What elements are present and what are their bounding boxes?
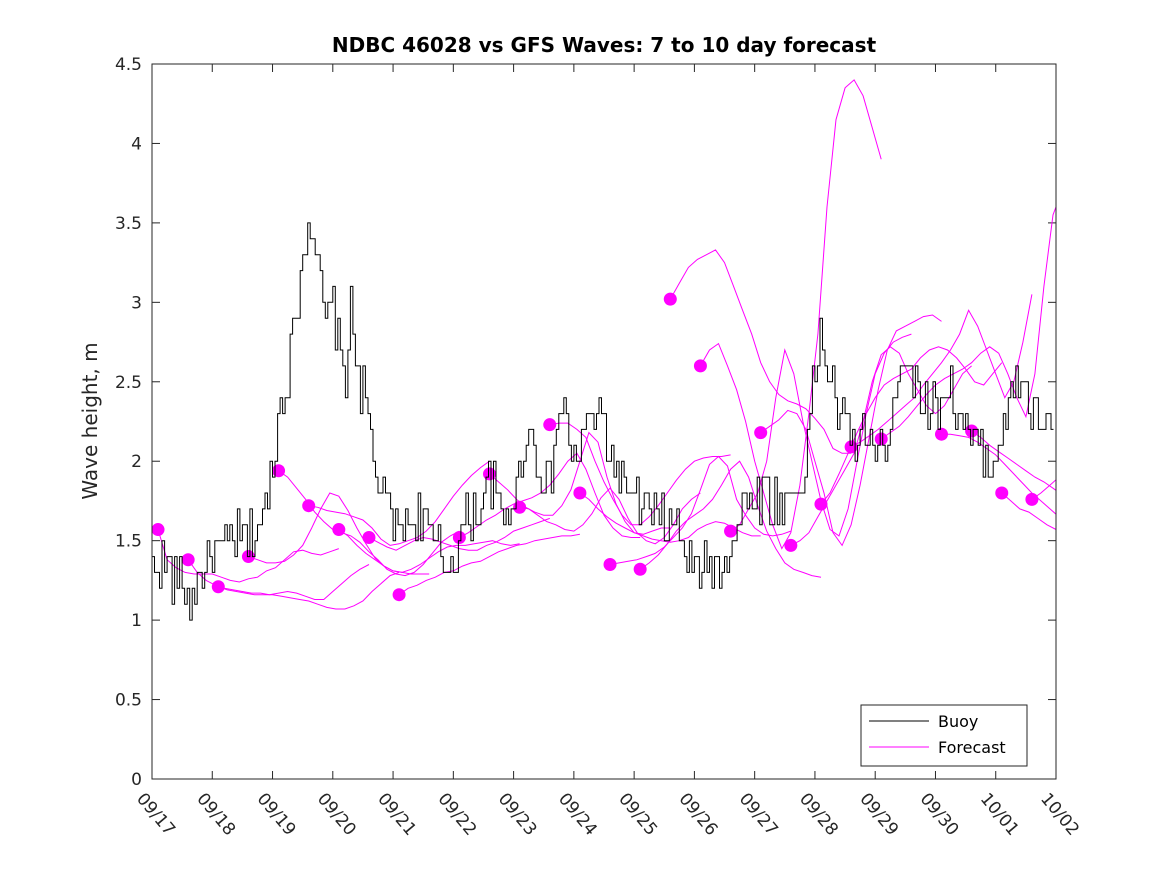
forecast-line	[1031, 479, 1056, 500]
forecast-line	[549, 422, 731, 526]
forecast-start-dot	[965, 424, 979, 438]
chart-title: NDBC 46028 vs GFS Waves: 7 to 10 day for…	[332, 33, 877, 57]
forecast-start-dot	[874, 432, 888, 446]
x-tick-label: 09/29	[855, 789, 902, 839]
y-tick-label: 1	[131, 611, 142, 631]
x-tick-label: 09/26	[675, 789, 722, 839]
x-tick-label: 09/28	[795, 789, 842, 839]
forecast-start-dot	[573, 486, 587, 500]
forecast-start-dot	[152, 523, 165, 537]
forecast-line	[278, 470, 460, 577]
forecast-start-dot	[844, 440, 858, 454]
forecast-start-dot	[663, 292, 677, 306]
forecast-line	[338, 529, 520, 573]
forecast-line	[398, 533, 580, 596]
y-tick-label: 4	[131, 134, 142, 154]
forecast-line	[699, 79, 882, 550]
forecast-line	[218, 571, 400, 610]
forecast-line	[308, 460, 490, 546]
forecast-line	[971, 430, 1056, 491]
x-tick-label: 09/18	[192, 789, 239, 839]
forecast-start-dot	[814, 497, 828, 511]
x-tick-label: 09/22	[434, 789, 481, 839]
forecast-start-dot	[302, 499, 316, 513]
legend-box	[860, 704, 1028, 767]
forecast-line	[519, 487, 701, 545]
forecast-line	[609, 455, 791, 565]
y-tick-label: 4.5	[115, 55, 142, 75]
forecast-start-dot	[754, 426, 768, 440]
forecast-line	[489, 431, 671, 535]
plot-area	[152, 79, 1056, 621]
forecast-line	[187, 559, 370, 600]
x-tick-label: 09/20	[313, 789, 360, 839]
axes-box	[151, 63, 1057, 780]
forecast-start-dot	[392, 588, 406, 602]
forecast-start-dot	[784, 538, 798, 552]
forecast-line	[1001, 492, 1056, 531]
y-tick-label: 2	[131, 452, 142, 472]
forecast-start-dot	[1025, 492, 1039, 506]
forecast-start-dot	[633, 562, 647, 576]
forecast-start-dot	[272, 464, 286, 478]
x-tick-label: 09/17	[132, 789, 179, 839]
y-tick-label: 0.5	[115, 691, 142, 711]
y-tick-label: 0	[131, 770, 142, 790]
forecast-start-dot	[724, 524, 738, 538]
x-tick-label: 09/23	[494, 789, 541, 839]
forecast-line	[880, 205, 1056, 440]
legend: Buoy Forecast	[860, 704, 1028, 767]
forecast-start-dot	[995, 486, 1009, 500]
forecast-line	[760, 314, 942, 547]
x-tick-label: 09/19	[253, 789, 300, 839]
forecast-start-dot	[513, 500, 527, 514]
forecast-line	[459, 452, 641, 538]
x-tick-label: 09/25	[614, 789, 661, 839]
forecast-line	[669, 249, 852, 454]
y-tick-label: 2.5	[115, 373, 142, 393]
forecast-start-dot	[452, 530, 466, 544]
forecast-start-dot	[482, 467, 496, 481]
forecast-line	[639, 460, 822, 578]
forecast-start-dot	[181, 553, 195, 567]
forecast-start-dot	[603, 558, 617, 571]
y-axis-label: Wave height, m	[78, 342, 102, 499]
buoy-series-group	[152, 222, 1054, 621]
y-tick-label: 3	[131, 293, 142, 313]
forecast-start-dot	[543, 418, 557, 432]
forecast-start-dot	[211, 580, 225, 594]
legend-label-buoy: Buoy	[938, 712, 978, 731]
y-axis: 0 0.5 1 1.5 2 2.5 3 3.5 4 4.5	[115, 55, 1056, 790]
forecast-start-dot	[934, 427, 948, 441]
forecast-start-dot	[332, 523, 346, 537]
x-tick-label: 09/30	[916, 789, 963, 839]
forecast-start-dot	[362, 530, 376, 544]
y-tick-label: 1.5	[115, 532, 142, 552]
forecast-series-group	[157, 79, 1056, 610]
x-tick-label: 10/02	[1036, 789, 1083, 839]
forecast-line	[790, 346, 972, 546]
legend-label-forecast: Forecast	[938, 738, 1006, 757]
x-tick-label: 09/21	[373, 789, 420, 839]
x-tick-label: 09/24	[554, 789, 601, 839]
forecast-line	[850, 294, 1033, 448]
forecast-start-markers	[152, 292, 1039, 602]
x-tick-label: 09/27	[735, 789, 782, 839]
x-tick-label: 10/01	[976, 789, 1023, 839]
buoy-line	[152, 222, 1054, 621]
y-tick-label: 3.5	[115, 214, 142, 234]
forecast-start-dot	[693, 359, 707, 373]
forecast-line	[157, 529, 339, 583]
forecast-line	[368, 517, 550, 551]
